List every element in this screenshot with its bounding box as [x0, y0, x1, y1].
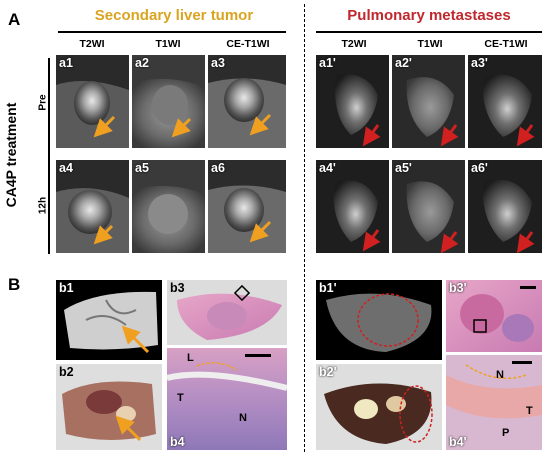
- panel-label-a6-prime: a6': [471, 161, 488, 175]
- panel-label-a4-prime: a4': [319, 161, 336, 175]
- panel-label-b2-prime: b2': [319, 365, 337, 379]
- panel-label-b3: b3: [170, 281, 185, 295]
- col-header-ce-t1wi-right: CE-T1WI: [484, 38, 528, 50]
- mri-panel-a4: a4: [56, 160, 129, 253]
- right-header-line: [316, 31, 542, 33]
- panel-label-b2: b2: [59, 365, 74, 379]
- mri-panel-a4-prime: a4': [316, 160, 389, 253]
- histo-label-t-right: T: [526, 405, 533, 417]
- mri-panel-a6-prime: a6': [468, 160, 542, 253]
- panel-label-a2: a2: [135, 56, 149, 70]
- col-header-t2wi-right: T2WI: [341, 38, 367, 50]
- photo-panel-b2: b2: [56, 364, 162, 450]
- panel-label-a5-prime: a5': [395, 161, 412, 175]
- photo-panel-b1: b1: [56, 280, 162, 360]
- histo-label-n-left: N: [239, 412, 247, 424]
- panel-label-a2-prime: a2': [395, 56, 412, 70]
- panel-label-b3-prime: b3': [449, 281, 467, 295]
- section-b-label: B: [8, 275, 21, 294]
- histo-panel-b3: b3: [167, 280, 287, 345]
- mri-panel-a2-prime: a2': [392, 55, 465, 148]
- row-label-pre: Pre: [37, 94, 49, 111]
- panel-label-a3: a3: [211, 56, 225, 70]
- mri-panel-a3: a3: [208, 55, 286, 148]
- panel-label-b1-prime: b1': [319, 281, 337, 295]
- right-title: Pulmonary metastases: [347, 7, 511, 24]
- mri-panel-a2: a2: [132, 55, 205, 148]
- panel-label-a3-prime: a3': [471, 56, 488, 70]
- histo-label-n-right: N: [496, 369, 504, 381]
- histo-label-t-left: T: [177, 392, 184, 404]
- histo-panel-b3-prime: b3': [446, 280, 542, 352]
- mri-panel-a3-prime: a3': [468, 55, 542, 148]
- panel-label-a4: a4: [59, 161, 73, 175]
- histo-panel-b4: b4 L T N: [167, 348, 287, 450]
- panel-label-b4-prime: b4': [449, 435, 467, 449]
- mri-panel-a1-prime: a1': [316, 55, 389, 148]
- col-header-t1wi-right: T1WI: [417, 38, 443, 50]
- mri-panel-a6: a6: [208, 160, 286, 253]
- panel-label-b4: b4: [170, 435, 185, 449]
- panel-label-a5: a5: [135, 161, 149, 175]
- panel-label-a6: a6: [211, 161, 225, 175]
- center-divider: [304, 4, 305, 452]
- histo-panel-b4-prime: b4' N T P: [446, 355, 542, 450]
- col-header-t1wi-left: T1WI: [155, 38, 181, 50]
- treatment-bracket: [48, 58, 50, 254]
- mri-panel-a5-prime: a5': [392, 160, 465, 253]
- row-label-12h: 12h: [37, 196, 49, 215]
- treatment-label: CA4P treatment: [3, 102, 19, 208]
- col-header-ce-t1wi-left: CE-T1WI: [226, 38, 270, 50]
- mri-panel-a5: a5: [132, 160, 205, 253]
- col-header-t2wi-left: T2WI: [79, 38, 105, 50]
- panel-label-b1: b1: [59, 281, 74, 295]
- photo-panel-b2-prime: b2': [316, 364, 442, 450]
- section-a-label: A: [8, 10, 21, 29]
- histo-label-l: L: [187, 352, 194, 364]
- left-title: Secondary liver tumor: [94, 7, 254, 24]
- panel-label-a1-prime: a1': [319, 56, 336, 70]
- panel-label-a1: a1: [59, 56, 73, 70]
- photo-panel-b1-prime: b1': [316, 280, 442, 360]
- histo-label-p-right: P: [502, 427, 510, 439]
- left-header-line: [58, 31, 286, 33]
- mri-panel-a1: a1: [56, 55, 129, 148]
